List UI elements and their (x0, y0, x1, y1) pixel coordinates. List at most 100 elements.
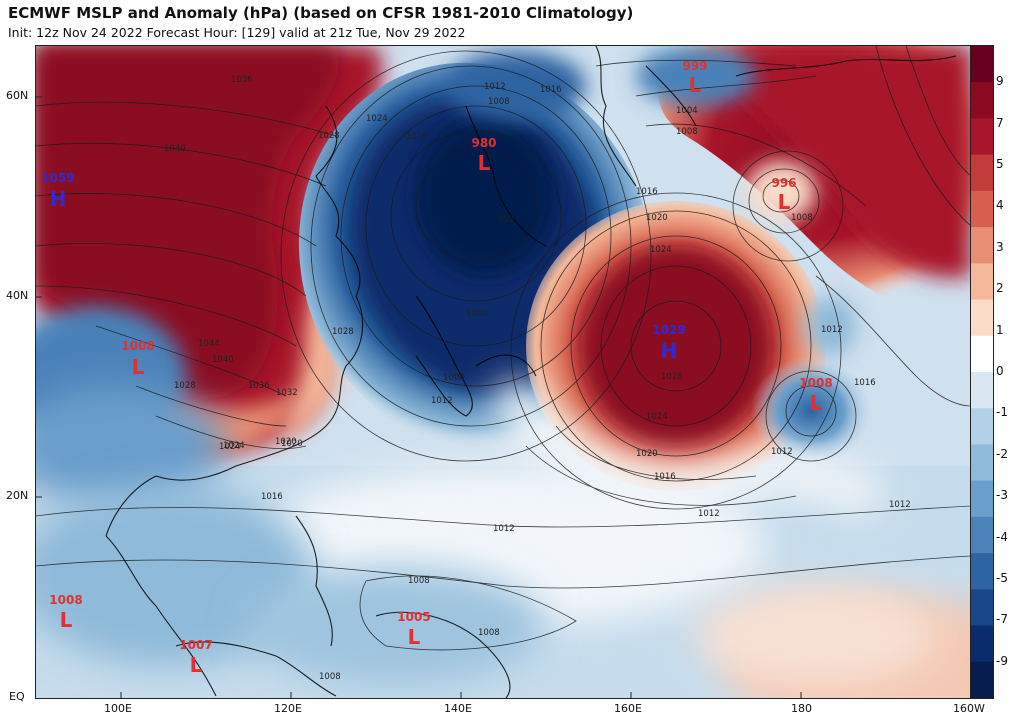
isobar-label: 1028 (661, 372, 683, 382)
colorbar-swatch (971, 82, 993, 119)
isobar-label: 1016 (854, 378, 876, 388)
colorbar-swatch (971, 444, 993, 482)
system-value-label: 1007 (179, 638, 212, 652)
isobar-label: 1016 (540, 85, 562, 95)
system-value-label: 1008 (121, 339, 154, 353)
colorbar-tick-label: 5 (996, 157, 1004, 171)
isobar-label: 1020 (646, 213, 668, 223)
isobar-label: 1020 (281, 439, 303, 449)
isobar-label: 1012 (431, 396, 453, 406)
lon-label: 180 (791, 702, 812, 715)
colorbar-tick-label: 2 (996, 281, 1004, 296)
isobar-label: 992 (498, 215, 514, 225)
colorbar-tick-label: -3 (996, 488, 1008, 503)
isobar-label: 1008 (478, 628, 500, 638)
colorbar-tick-label: -1 (996, 405, 1008, 420)
colorbar-swatch (971, 661, 993, 698)
lat-label: 60N (6, 89, 29, 102)
system-value-label: 1005 (397, 610, 430, 624)
high-pressure-marker: H (50, 187, 67, 211)
colorbar-swatch (971, 480, 993, 518)
colorbar-tick-label: 9 (996, 74, 1004, 89)
isobar-label: 1008 (791, 213, 813, 223)
map-subtitle: Init: 12z Nov 24 2022 Forecast Hour: [12… (8, 25, 466, 40)
isobar-label: 1000 (466, 309, 488, 319)
isobar-label: 1024 (366, 114, 388, 124)
isobar-label: 1016 (636, 187, 658, 197)
lon-label: 160E (614, 702, 642, 715)
lat-label: 20N (6, 489, 29, 502)
map-panel[interactable]: 1059 H 980 L 999 L 996 L 1029 H 1008 L 1… (35, 45, 972, 699)
system-value-label: 1008 (799, 376, 832, 390)
isobar-label: 1012 (771, 447, 793, 457)
low-pressure-marker: L (132, 355, 145, 379)
colorbar-swatch (971, 589, 993, 627)
isobar-label: 1016 (261, 492, 283, 502)
isobar-label: 1024 (650, 245, 672, 255)
isobar-label: 1016 (654, 472, 676, 482)
isobar-label: 1032 (276, 388, 298, 398)
isobar-label: 1012 (493, 524, 515, 534)
isobar-label: 1004 (676, 106, 698, 116)
isobar-label: 1012 (484, 82, 506, 92)
colorbar-swatch (971, 625, 993, 663)
system-value-label: 996 (771, 176, 796, 190)
colorbar-swatch (971, 118, 993, 156)
system-value-label: 1029 (652, 323, 685, 337)
system-value-label: 999 (682, 59, 707, 73)
colorbar-tick-label: -4 (996, 529, 1008, 544)
isobar-label: 1024 (646, 412, 668, 422)
system-value-label: 1059 (41, 171, 74, 185)
isobar-label: 1008 (319, 672, 341, 682)
low-pressure-marker: L (810, 391, 823, 415)
isobar-label: 1012 (821, 325, 843, 335)
colorbar-swatch (971, 335, 993, 373)
low-pressure-marker: L (778, 190, 791, 214)
lon-label: 140E (444, 702, 472, 715)
isobar-label: 1040 (212, 355, 234, 365)
low-pressure-marker: L (408, 625, 421, 649)
isobar-label: 1012 (698, 509, 720, 519)
isobar-label: 1040 (164, 144, 186, 154)
isobar-label: 1008 (443, 373, 465, 383)
isobar-label: 1020 (275, 437, 297, 447)
isobar-label: 1008 (676, 127, 698, 137)
lon-label: 160W (953, 702, 985, 715)
map-title: ECMWF MSLP and Anomaly (hPa) (based on C… (8, 4, 634, 22)
isobar-label: 1020 (636, 449, 658, 459)
isobar-label: 1024 (219, 442, 241, 452)
colorbar-swatch (971, 299, 993, 337)
colorbar-tick-label: 1 (996, 322, 1004, 337)
low-pressure-marker: L (689, 73, 702, 97)
colorbar-swatch (971, 154, 993, 192)
isobar-label: 1016 (406, 132, 428, 142)
colorbar-tick-label: -7 (996, 612, 1008, 627)
system-value-label: 980 (471, 136, 496, 150)
isobar-label: 1036 (231, 75, 253, 85)
colorbar-tick-label: 4 (996, 198, 1004, 213)
colorbar-tick-label: -9 (996, 653, 1008, 668)
isobar-label: 1008 (488, 97, 510, 107)
isobar-label: 1024 (223, 441, 245, 451)
colorbar-swatch (971, 516, 993, 554)
isobar-label: 1028 (332, 327, 354, 337)
lon-label: 120E (274, 702, 302, 715)
high-pressure-marker: H (661, 339, 678, 363)
system-value-label: 1008 (49, 593, 82, 607)
low-pressure-marker: L (60, 608, 73, 632)
colorbar-swatch (971, 190, 993, 228)
lon-label: 100E (104, 702, 132, 715)
colorbar-swatch (971, 46, 993, 83)
isobar-label: 1036 (248, 381, 270, 391)
colorbar-swatch (971, 227, 993, 264)
lat-label: EQ (9, 690, 25, 703)
low-pressure-marker: L (478, 151, 491, 175)
colorbar-swatch (971, 372, 993, 409)
isobar-label: 1012 (889, 500, 911, 510)
isobar-label: 1028 (318, 131, 340, 141)
colorbar-tick-label: 7 (996, 115, 1004, 130)
colorbar-tick-label: 3 (996, 239, 1004, 254)
colorbar-tick-label: -2 (996, 446, 1008, 461)
anomaly-map: 1059 H 980 L 999 L 996 L 1029 H 1008 L 1… (36, 46, 971, 698)
colorbar-swatches (971, 46, 993, 698)
